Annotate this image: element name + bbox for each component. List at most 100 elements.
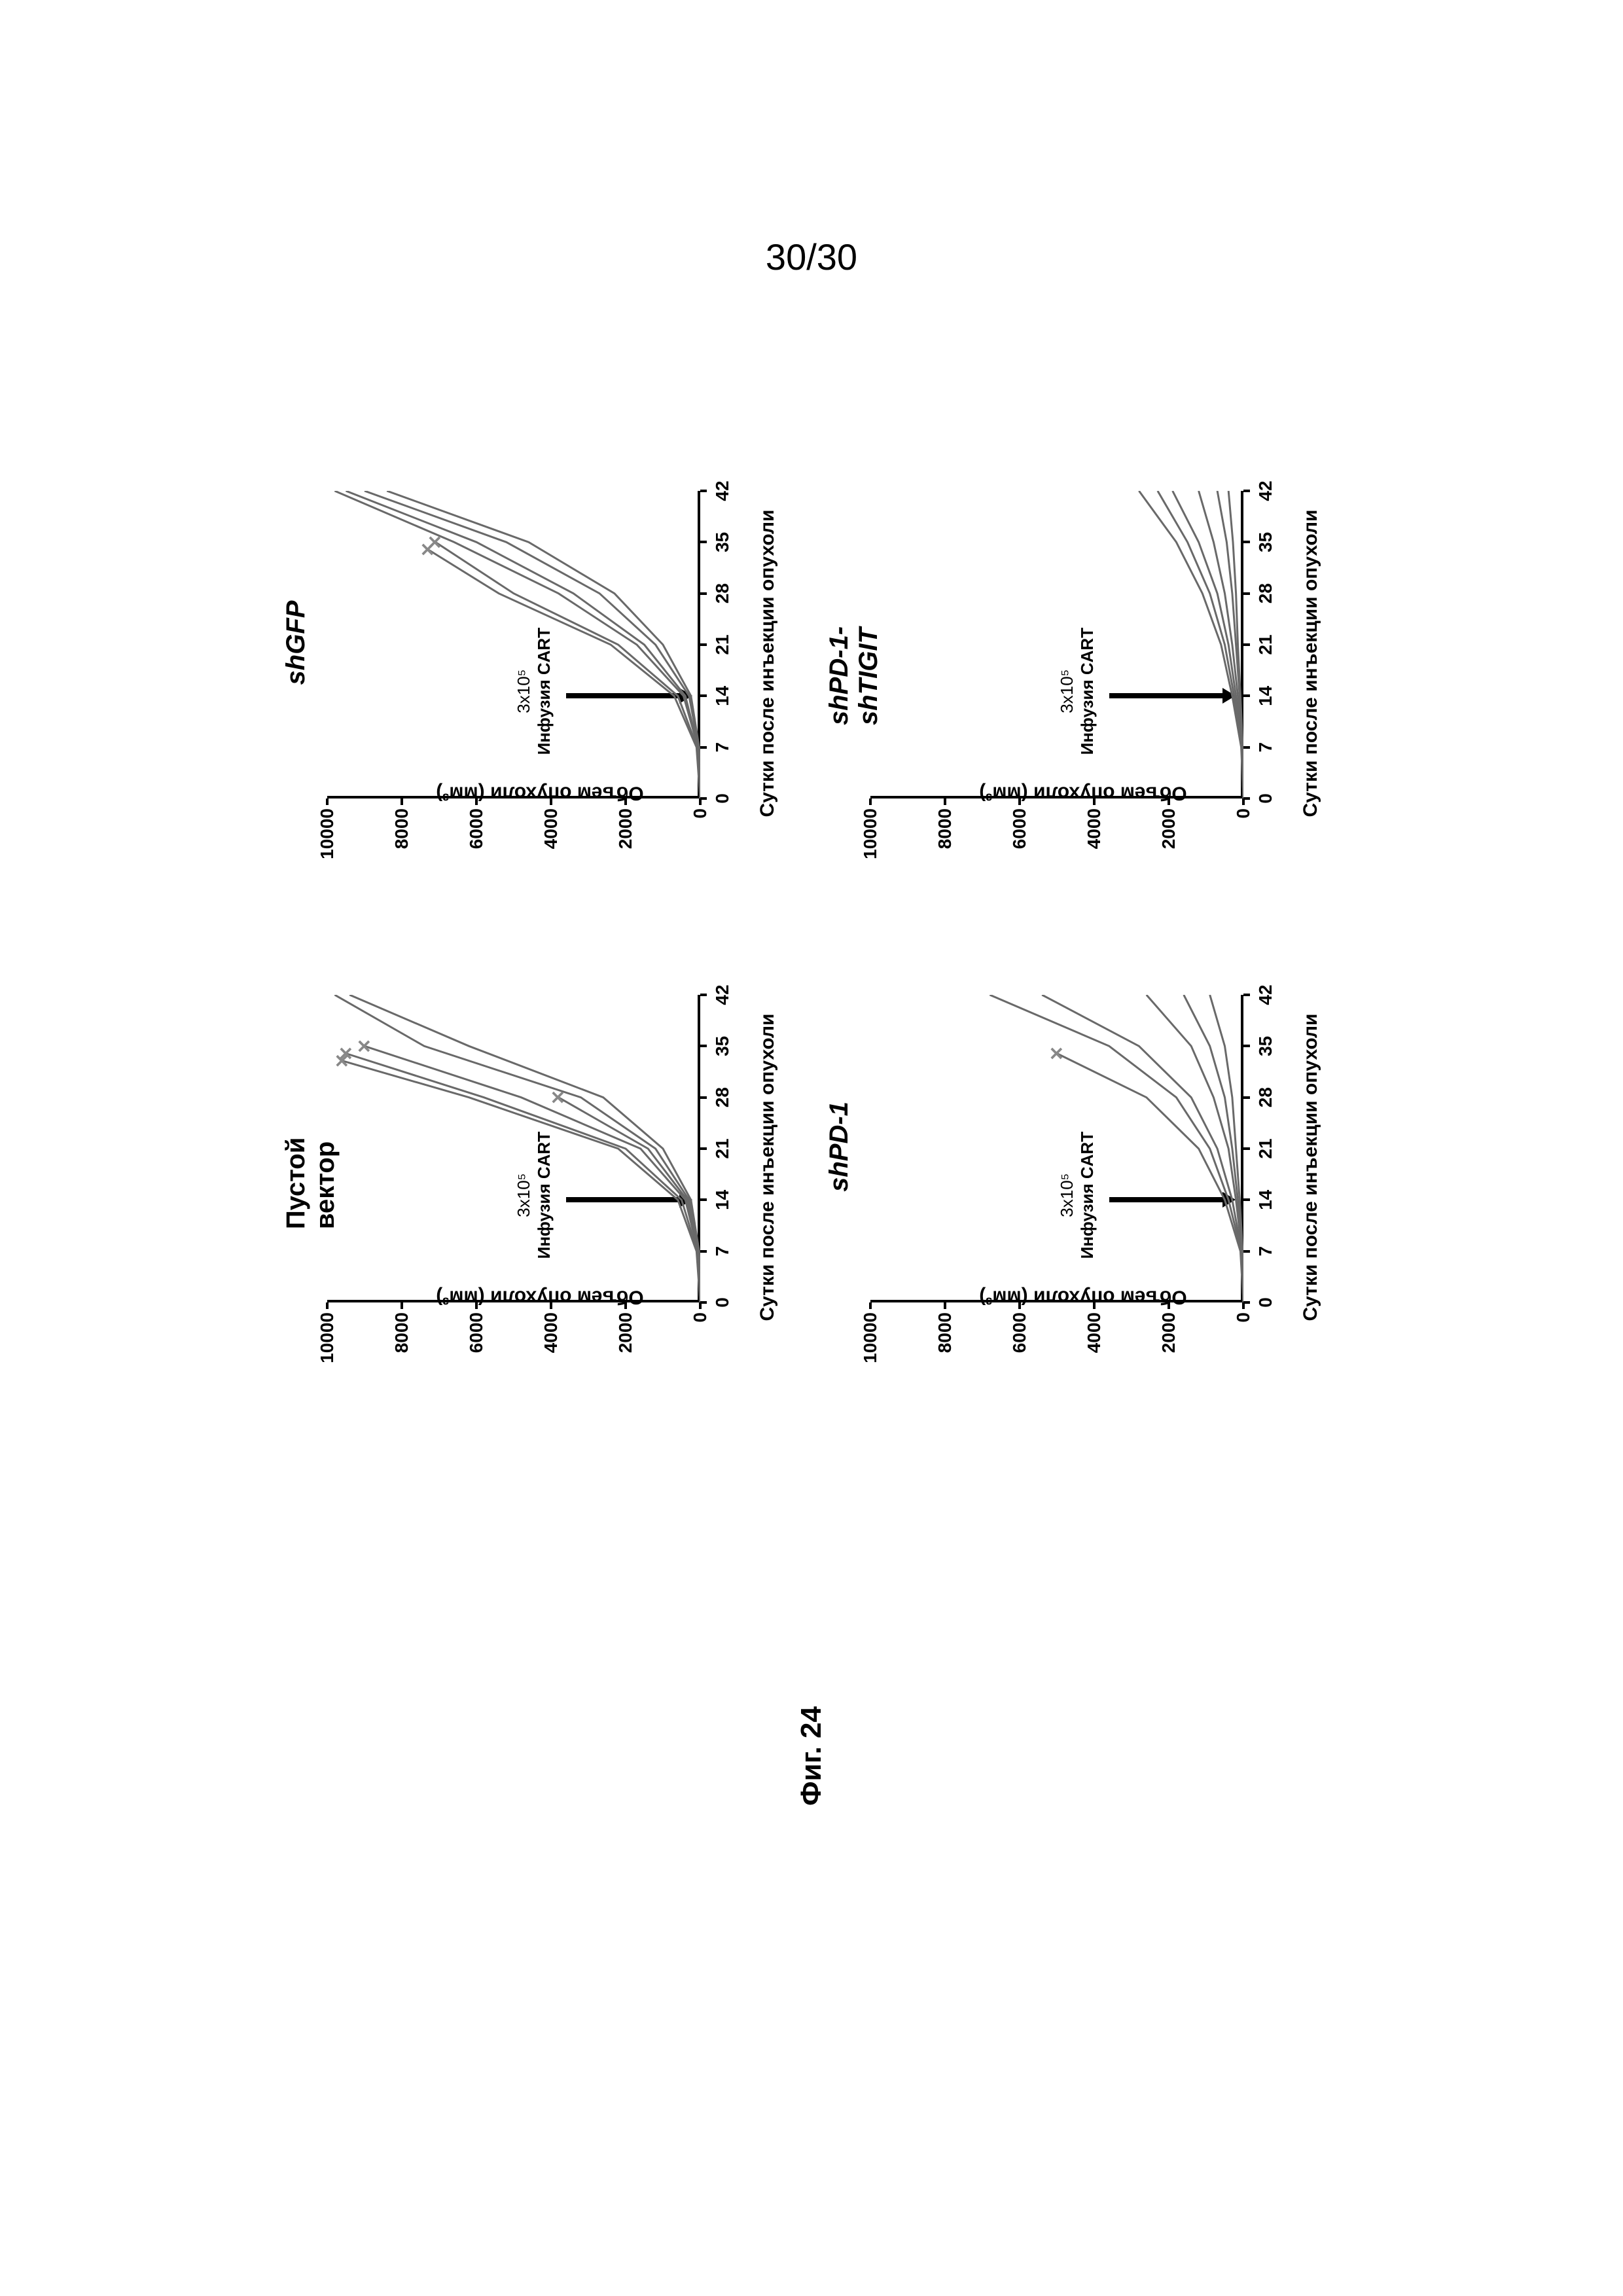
y-tick-label: 4000 [541, 808, 562, 861]
x-tick [1243, 1045, 1250, 1047]
y-tick [869, 798, 872, 805]
x-tick-label: 14 [712, 686, 733, 706]
x-tick [1243, 994, 1250, 996]
y-tick-label: 2000 [1158, 1312, 1179, 1365]
chart-empty-vector: Пустой векторОбъем опухоли (мм³)Сутки по… [294, 982, 785, 1394]
x-tick-label: 0 [712, 793, 733, 804]
chart-title: shPD-1 [825, 1102, 854, 1192]
x-tick-label: 35 [712, 532, 733, 552]
x-tick [700, 541, 707, 543]
x-tick-label: 0 [712, 1297, 733, 1308]
y-tick [401, 1302, 403, 1309]
y-tick [1093, 1302, 1096, 1309]
x-tick [1243, 643, 1250, 646]
y-tick [1093, 798, 1096, 805]
y-tick-label: 2000 [615, 808, 636, 861]
infusion-label: 3x10⁵Инфузия CART [514, 1132, 554, 1259]
x-tick [1243, 1096, 1250, 1099]
infusion-label: 3x10⁵Инфузия CART [514, 628, 554, 755]
x-tick-label: 21 [1255, 634, 1276, 655]
x-axis-label: Сутки после инъекции опухоли [757, 510, 779, 817]
y-tick-label: 10000 [860, 1312, 881, 1365]
chart-shpd1: shPD-1Объем опухоли (мм³)Сутки после инъ… [838, 982, 1329, 1394]
x-tick-label: 21 [712, 1138, 733, 1158]
x-tick-label: 14 [712, 1190, 733, 1210]
x-tick [700, 694, 707, 697]
x-tick [1243, 1198, 1250, 1201]
y-tick-label: 10000 [317, 808, 338, 861]
x-tick-label: 35 [712, 1036, 733, 1056]
y-tick [1018, 798, 1021, 805]
x-tick [700, 994, 707, 996]
x-tick [1243, 694, 1250, 697]
death-marker-icon: ✕ [354, 1039, 376, 1054]
x-tick-label: 7 [1255, 1246, 1276, 1257]
y-tick-label: 8000 [935, 1312, 955, 1365]
death-marker-icon: ✕ [1046, 1046, 1068, 1061]
x-tick-label: 42 [712, 480, 733, 501]
y-tick-label: 6000 [466, 808, 487, 861]
chart-title: shGFP [281, 601, 311, 685]
chart-shpd1-shtigit: shPD-1-shTIGITОбъем опухоли (мм³)Сутки п… [838, 478, 1329, 890]
x-tick-label: 0 [1255, 1297, 1276, 1308]
x-tick-label: 42 [1255, 480, 1276, 501]
x-tick [1243, 797, 1250, 800]
x-tick-label: 21 [1255, 1138, 1276, 1158]
y-tick [624, 1302, 627, 1309]
infusion-label: 3x10⁵Инфузия CART [1057, 1132, 1097, 1259]
y-tick [401, 798, 403, 805]
y-tick [475, 1302, 478, 1309]
x-tick-label: 7 [1255, 742, 1276, 753]
x-tick [1243, 592, 1250, 595]
charts-grid: Пустой векторОбъем опухоли (мм³)Сутки по… [294, 478, 1329, 1394]
y-tick [326, 1302, 329, 1309]
y-tick [326, 798, 329, 805]
x-tick [700, 490, 707, 492]
x-tick [700, 643, 707, 646]
y-tick-label: 6000 [1009, 808, 1030, 861]
x-tick [700, 1198, 707, 1201]
x-tick [1243, 746, 1250, 749]
death-marker-icon: ✕ [425, 535, 446, 550]
arrow-head-icon [679, 1192, 692, 1208]
x-tick-label: 28 [712, 583, 733, 603]
y-tick-label: 0 [690, 1312, 711, 1365]
y-tick-label: 6000 [1009, 1312, 1030, 1365]
x-tick-label: 28 [712, 1087, 733, 1107]
y-tick-label: 0 [690, 808, 711, 861]
y-tick [550, 1302, 552, 1309]
x-tick [700, 1045, 707, 1047]
y-tick-label: 10000 [860, 808, 881, 861]
x-tick-label: 42 [712, 984, 733, 1005]
x-tick [700, 797, 707, 800]
death-marker-icon: ✕ [548, 1090, 569, 1105]
y-tick [869, 1302, 872, 1309]
page-number: 30/30 [766, 236, 857, 278]
x-tick [700, 1096, 707, 1099]
x-tick [1243, 1301, 1250, 1304]
x-tick-label: 42 [1255, 984, 1276, 1005]
y-tick-label: 2000 [615, 1312, 636, 1365]
x-tick [700, 1301, 707, 1304]
arrow-body [1109, 693, 1224, 698]
y-tick [624, 798, 627, 805]
x-axis-label: Сутки после инъекции опухоли [1300, 1014, 1322, 1321]
x-tick [1243, 1147, 1250, 1150]
x-tick [700, 1250, 707, 1253]
x-tick-label: 7 [712, 742, 733, 753]
y-tick [1168, 798, 1170, 805]
arrow-body [1109, 1197, 1224, 1202]
x-axis-label: Сутки после инъекции опухоли [757, 1014, 779, 1321]
x-tick-label: 14 [1255, 686, 1276, 706]
y-tick-label: 8000 [391, 808, 412, 861]
x-tick-label: 7 [712, 1246, 733, 1257]
x-tick [1243, 490, 1250, 492]
y-tick-label: 8000 [935, 808, 955, 861]
y-tick [1018, 1302, 1021, 1309]
x-tick-label: 14 [1255, 1190, 1276, 1210]
y-tick-label: 4000 [1084, 1312, 1105, 1365]
arrow-head-icon [679, 688, 692, 704]
x-tick [700, 592, 707, 595]
y-tick-label: 8000 [391, 1312, 412, 1365]
infusion-label: 3x10⁵Инфузия CART [1057, 628, 1097, 755]
